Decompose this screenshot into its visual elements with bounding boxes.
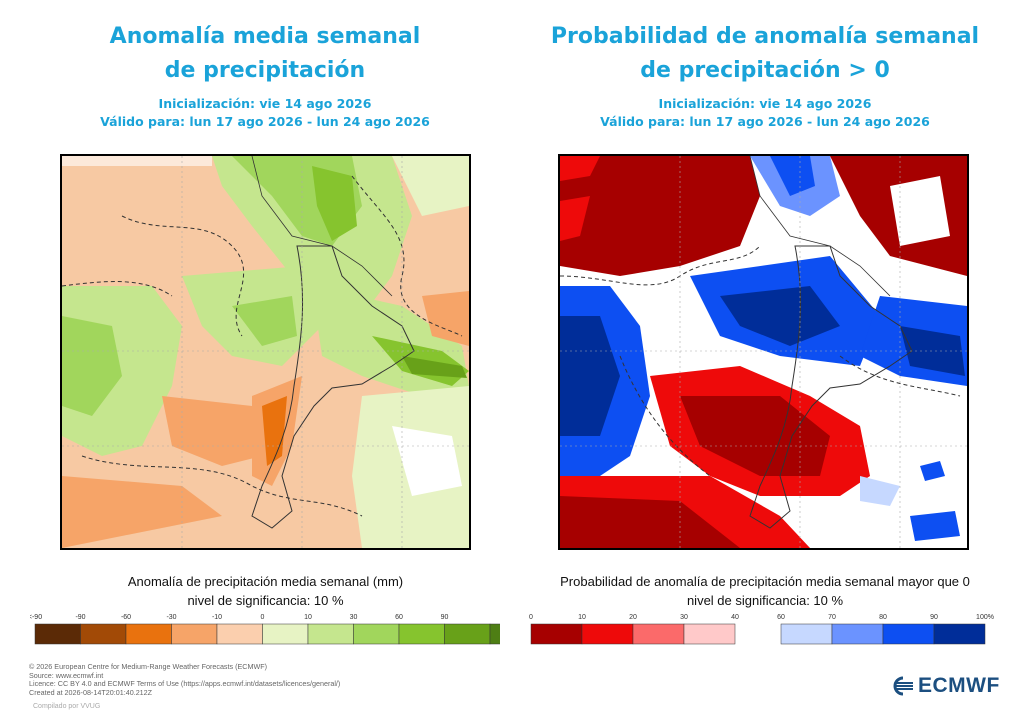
footer-copyright: © 2026 European Centre for Medium-Range … bbox=[29, 662, 268, 671]
left-init-date: Inicialización: vie 14 ago 2026 bbox=[158, 96, 372, 111]
right-colorbar-tick: 40 bbox=[731, 614, 739, 621]
right-colorbar: 0 10 20 30 40 60 70 80 90 100% bbox=[526, 610, 996, 648]
left-colorbar-swatch bbox=[353, 623, 400, 645]
left-colorbar-tick: 60 bbox=[395, 614, 403, 621]
left-colorbar-swatch bbox=[444, 623, 491, 645]
left-title-line1: Anomalía media semanal bbox=[109, 24, 421, 49]
right-valid-range: Válido para: lun 17 ago 2026 - lun 24 ag… bbox=[600, 114, 930, 129]
left-colorbar-tick: 10 bbox=[304, 614, 312, 621]
right-colorbar-tick: 100% bbox=[976, 614, 994, 621]
footer-source: Source: www.ecmwf.int bbox=[29, 670, 104, 680]
right-colorbar-tick: 80 bbox=[879, 614, 887, 621]
left-colorbar-swatch bbox=[125, 623, 172, 645]
footer-created: Created at 2026-08-14T20:01:40.212Z bbox=[29, 687, 153, 697]
right-colorbar-tick: 0 bbox=[529, 614, 533, 621]
left-colorbar-tick: -30 bbox=[166, 614, 176, 621]
left-colorbar-swatch bbox=[489, 623, 500, 645]
left-significance: nivel de significancia: 10 % bbox=[187, 593, 344, 608]
right-title-line1: Probabilidad de anomalía semanal bbox=[550, 24, 980, 49]
right-colorbar-swatch-low bbox=[530, 623, 583, 645]
compiled-by: Compilado por VVUG bbox=[33, 703, 101, 710]
right-colorbar-tick: 20 bbox=[629, 614, 637, 621]
right-colorbar-tick: 70 bbox=[828, 614, 836, 621]
right-colorbar-swatch-low bbox=[683, 623, 736, 645]
right-probability-map bbox=[558, 154, 969, 550]
ecmwf-logo-text: ECMWF bbox=[918, 674, 1000, 697]
left-colorbar-tick: 0 bbox=[261, 614, 265, 621]
right-colorbar-swatch-high bbox=[933, 623, 986, 645]
ecmwf-logo-icon bbox=[893, 676, 913, 696]
left-anomaly-map bbox=[60, 154, 471, 550]
left-title-line2: de precipitación bbox=[164, 58, 366, 83]
right-colorbar-swatch-low bbox=[632, 623, 685, 645]
right-colorbar-swatch-high bbox=[831, 623, 884, 645]
right-colorbar-swatch-high bbox=[780, 623, 833, 645]
left-colorbar-swatch bbox=[398, 623, 445, 645]
left-colorbar-tick: -60 bbox=[121, 614, 131, 621]
footer-credits: © 2026 European Centre for Medium-Range … bbox=[29, 662, 341, 697]
right-colorbar-tick: 10 bbox=[578, 614, 586, 621]
left-colorbar-swatch bbox=[171, 623, 218, 645]
left-valid-range: Válido para: lun 17 ago 2026 - lun 24 ag… bbox=[100, 114, 430, 129]
left-colorbar-swatch bbox=[80, 623, 127, 645]
right-caption: Probabilidad de anomalía de precipitació… bbox=[560, 574, 970, 589]
left-colorbar-swatch bbox=[216, 623, 263, 645]
right-colorbar-swatch-low bbox=[581, 623, 634, 645]
right-init-date: Inicialización: vie 14 ago 2026 bbox=[658, 96, 872, 111]
left-colorbar-tick: <-90 bbox=[30, 614, 42, 621]
left-colorbar-tick: 90 bbox=[441, 614, 449, 621]
left-caption: Anomalía de precipitación media semanal … bbox=[127, 574, 404, 589]
right-colorbar-tick: 90 bbox=[930, 614, 938, 621]
right-title-line2: de precipitación > 0 bbox=[640, 58, 890, 83]
right-colorbar-tick: 60 bbox=[777, 614, 785, 621]
left-colorbar-swatch bbox=[34, 623, 81, 645]
right-colorbar-tick: 30 bbox=[680, 614, 688, 621]
left-colorbar-swatch bbox=[307, 623, 354, 645]
left-colorbar-tick: -10 bbox=[212, 614, 222, 621]
right-colorbar-swatch-high bbox=[882, 623, 935, 645]
footer-licence: Licence: CC BY 4.0 and ECMWF Terms of Us… bbox=[29, 679, 341, 689]
left-colorbar-tick: -90 bbox=[75, 614, 85, 621]
ecmwf-logo: ECMWF bbox=[892, 674, 1000, 698]
left-colorbar-swatch bbox=[262, 623, 309, 645]
left-colorbar-tick: 30 bbox=[350, 614, 358, 621]
right-significance: nivel de significancia: 10 % bbox=[686, 593, 844, 608]
